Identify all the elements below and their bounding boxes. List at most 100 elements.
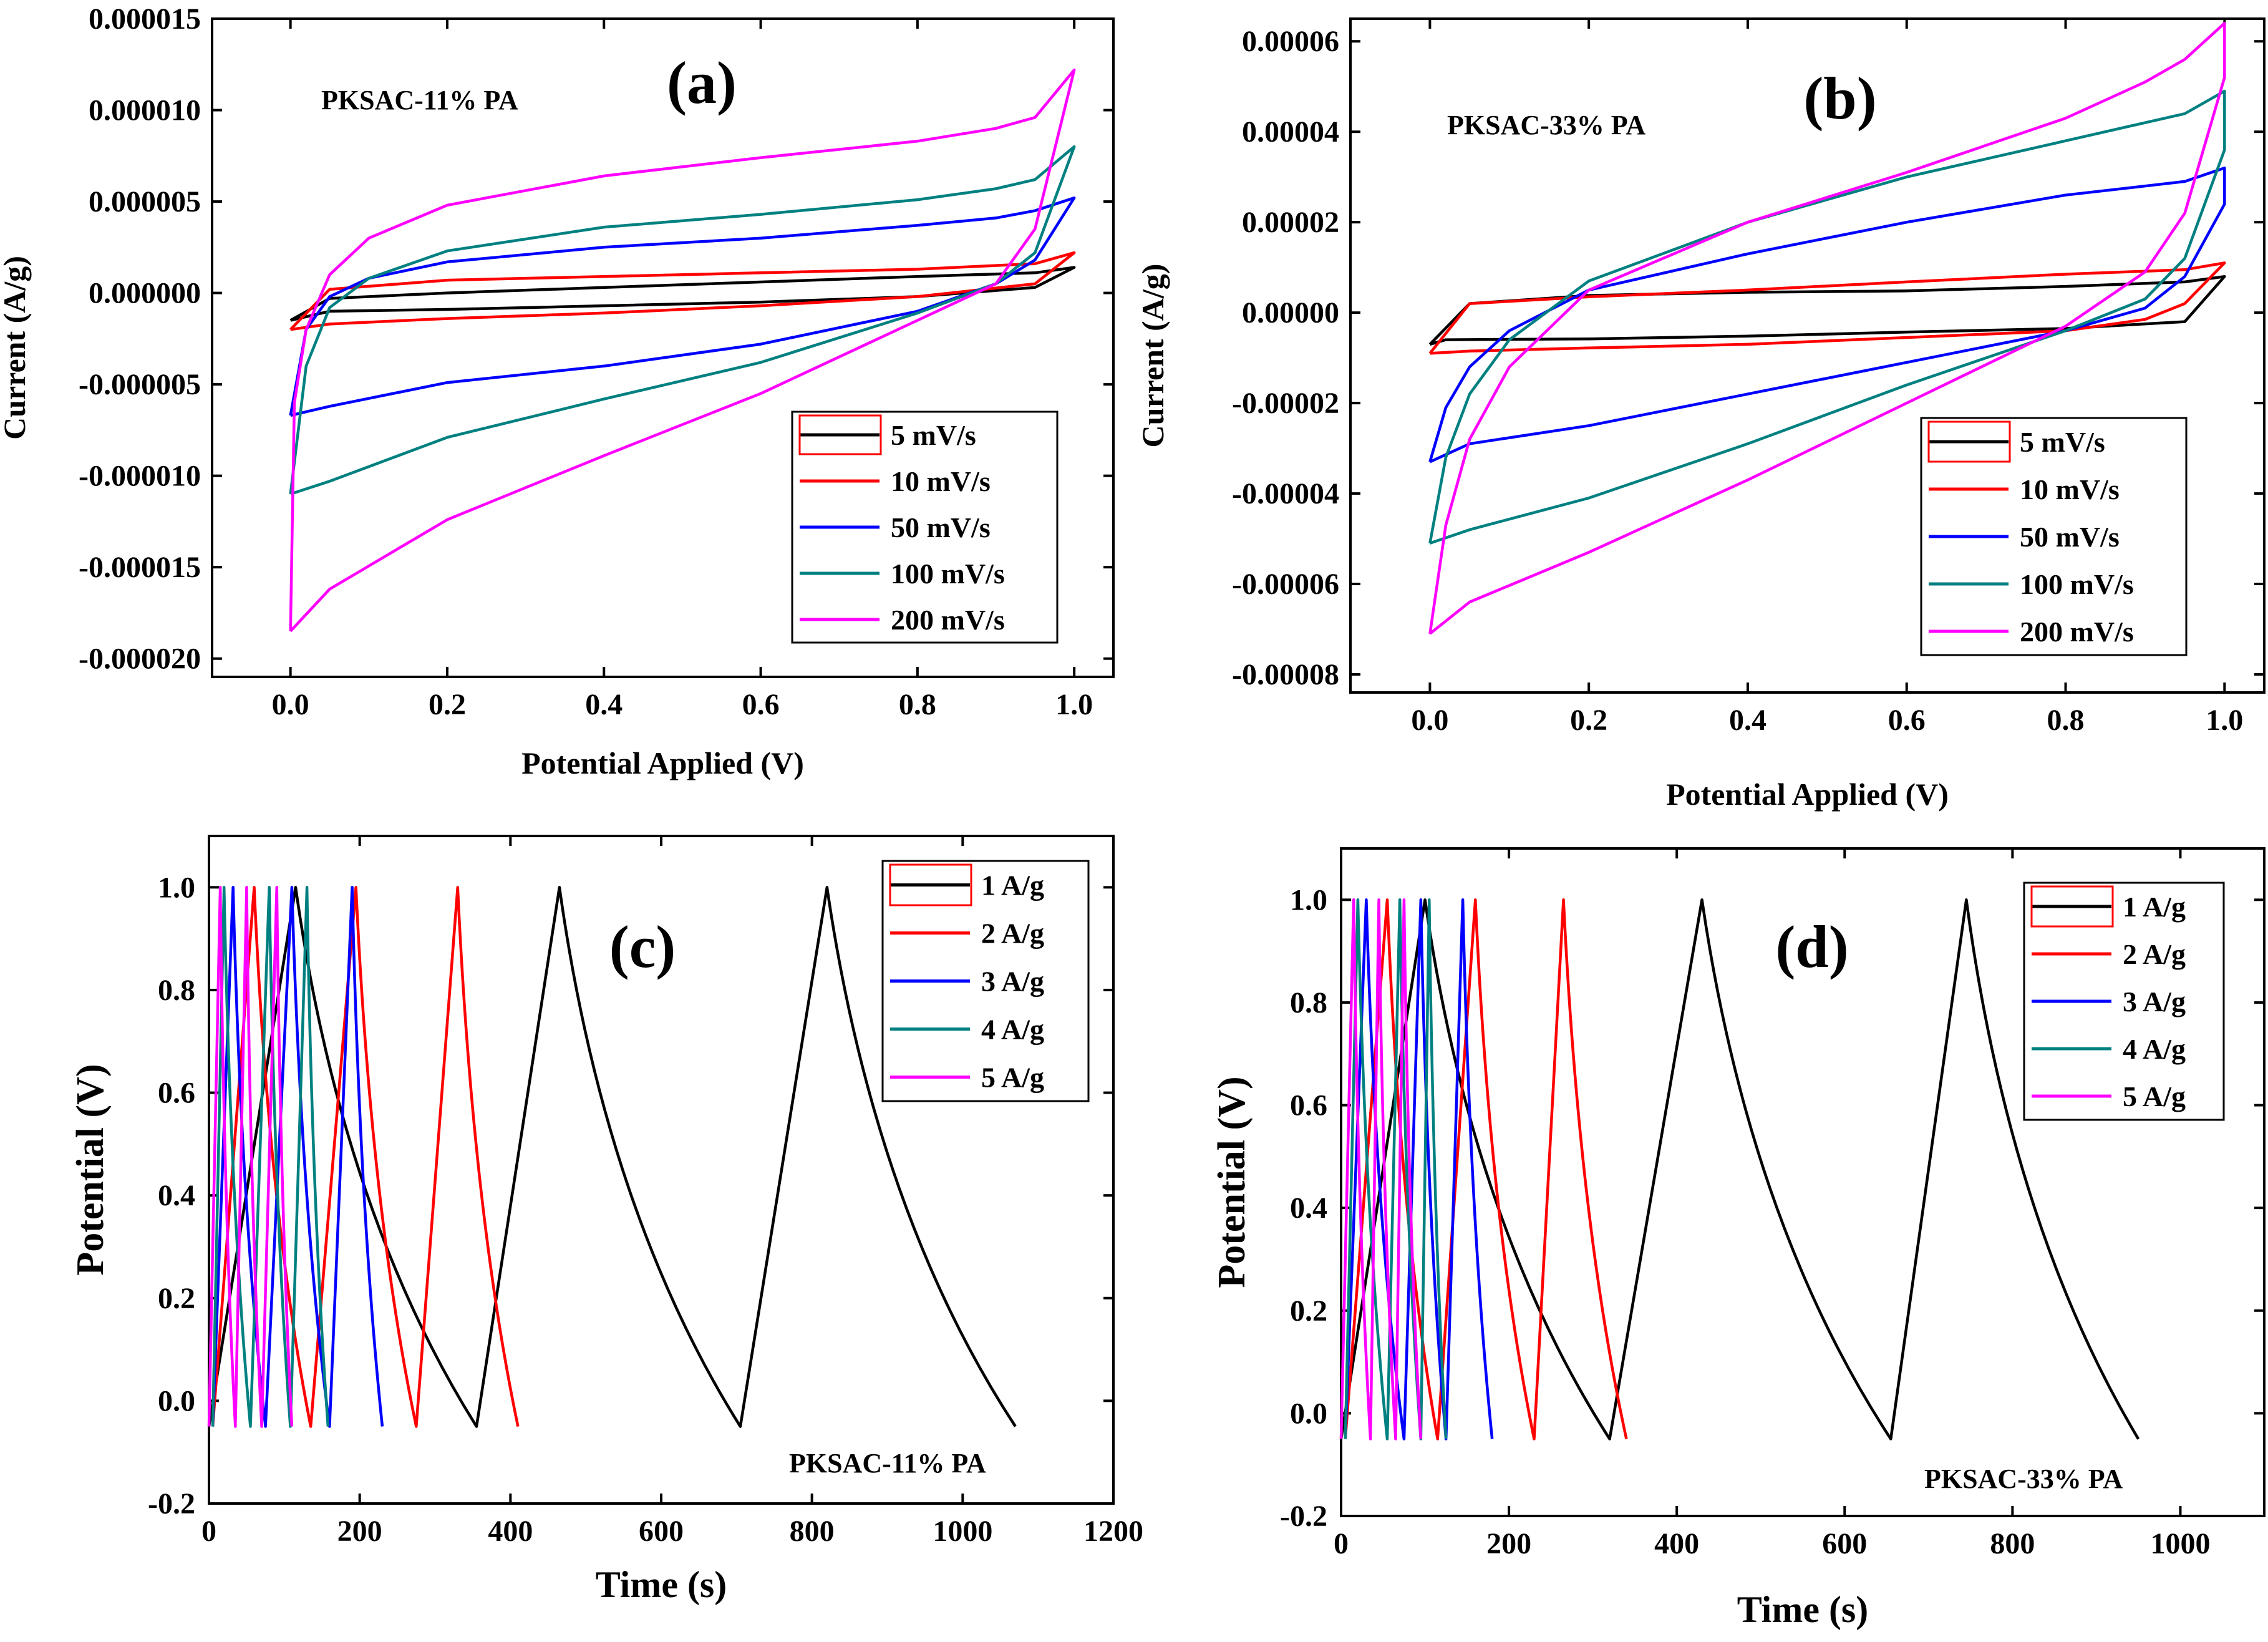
x-tick-label: 1.0 <box>1055 688 1093 721</box>
x-tick-label: 1200 <box>1083 1515 1143 1548</box>
y-tick-label: 0.000010 <box>89 94 201 127</box>
y-tick-label: 0.2 <box>1290 1295 1327 1328</box>
y-tick-label: -0.2 <box>148 1487 195 1520</box>
series-line-100-mv-s <box>289 145 1076 496</box>
series-line-3-a-g <box>211 886 384 1428</box>
x-tick-label: 0 <box>201 1515 216 1548</box>
series-line-200-mv-s <box>289 68 1076 633</box>
x-tick-label: 200 <box>1486 1527 1531 1560</box>
y-tick-label: 0.8 <box>158 974 195 1007</box>
plot-area-frame <box>1349 17 2266 694</box>
panel-label: (d) <box>1775 913 1848 980</box>
x-axis-label: Potential Applied (V) <box>1666 777 1949 812</box>
series-line-2-a-g <box>211 886 520 1428</box>
legend-entry-label: 50 mV/s <box>2020 521 2120 553</box>
x-tick-label: 0.0 <box>1411 704 1448 737</box>
y-tick-label: 0.4 <box>158 1179 195 1212</box>
series-line-10-mv-s <box>1428 261 2226 355</box>
legend-entry-label: 3 A/g <box>981 966 1044 998</box>
x-axis-label: Time (s) <box>1737 1589 1869 1630</box>
x-tick-label: 800 <box>1990 1527 2035 1560</box>
legend-entry-label: 5 A/g <box>981 1062 1044 1094</box>
plot-area-frame <box>211 17 1115 678</box>
sample-annotation: PKSAC-11% PA <box>789 1448 986 1479</box>
legend-swatch-outline <box>1927 420 2011 463</box>
y-tick-label: 0.00000 <box>1242 296 1339 329</box>
y-tick-label: -0.000015 <box>79 551 201 584</box>
series-line-5-mv-s <box>289 266 1076 322</box>
legend-entry-label: 200 mV/s <box>2020 616 2134 648</box>
y-tick-label: 0.8 <box>1290 986 1327 1019</box>
chart-panel-c: 0 200 400 600 800 1000 1200 -0.2 0.0 0.2 0.4 0.6 0.8… <box>69 835 1143 1605</box>
series-line-10-mv-s <box>289 251 1076 331</box>
series-line-200-mv-s <box>1428 21 2226 635</box>
series-line-1-a-g <box>207 886 1017 1428</box>
y-tick-label: 0.000015 <box>89 2 201 36</box>
series-line-1-a-g <box>1339 898 2140 1440</box>
x-tick-label: 0 <box>1334 1527 1349 1560</box>
x-tick-label: 600 <box>1822 1527 1867 1560</box>
legend: 1 A/g 2 A/g 3 A/g 4 A/g 5 A/g <box>2023 882 2225 1121</box>
x-tick-label: 1.0 <box>2206 704 2243 737</box>
legend-entry-label: 100 mV/s <box>891 558 1005 590</box>
y-tick-label: 0.000000 <box>89 277 201 310</box>
x-tick-label: 0.4 <box>585 688 623 721</box>
legend-entry-label: 1 A/g <box>2123 891 2186 923</box>
chart-panel-a: 0.0 0.2 0.4 0.6 0.8 1.0 0.000015 0.000010 0.0000… <box>0 2 1115 780</box>
x-tick-label: 0.6 <box>1888 704 1926 737</box>
y-tick-label: 0.4 <box>1290 1192 1327 1225</box>
y-axis-label: Potential (V) <box>1211 1076 1253 1288</box>
y-tick-label: -0.000005 <box>79 368 201 401</box>
x-tick-label: 1000 <box>2150 1527 2210 1560</box>
y-tick-label: -0.00004 <box>1232 477 1339 510</box>
legend-entry-label: 4 A/g <box>2123 1033 2186 1065</box>
series-line-3-a-g <box>1344 898 1494 1440</box>
y-tick-label: 0.00006 <box>1242 25 1339 58</box>
y-tick-label: -0.000010 <box>79 460 201 493</box>
legend-entry-label: 2 A/g <box>2123 938 2186 970</box>
panel-label: (b) <box>1803 65 1876 132</box>
x-tick-label: 200 <box>337 1515 382 1548</box>
chart-panel-d: 0 200 400 600 800 1000 -0.2 0.0 0.2 0.4 0.6 0.8 1.0 (… <box>1211 847 2266 1630</box>
legend-entry-label: 5 mV/s <box>891 419 976 451</box>
x-axis-label: Time (s) <box>596 1564 727 1605</box>
series-line-2-a-g <box>1344 898 1628 1440</box>
y-tick-label: -0.00006 <box>1232 568 1339 601</box>
x-tick-label: 0.4 <box>1729 704 1766 737</box>
sample-annotation: PKSAC-11% PA <box>321 85 518 115</box>
series-line-50-mv-s <box>1428 166 2226 464</box>
sample-annotation: PKSAC-33% PA <box>1447 110 1645 140</box>
y-tick-label: 0.00004 <box>1242 115 1339 148</box>
x-tick-label: 0.2 <box>429 688 466 721</box>
legend-entry-label: 100 mV/s <box>2020 568 2134 600</box>
series-line-4-a-g <box>211 886 330 1428</box>
legend-entry-label: 50 mV/s <box>891 512 991 543</box>
legend-swatch-outline <box>2030 885 2114 928</box>
y-tick-label: -0.00008 <box>1232 658 1339 691</box>
legend-entry-label: 4 A/g <box>981 1014 1044 1046</box>
series-line-5-a-g <box>1339 898 1423 1440</box>
y-tick-label: -0.00002 <box>1232 387 1339 420</box>
legend-entry-label: 10 mV/s <box>2020 474 2120 505</box>
x-tick-label: 800 <box>790 1515 835 1548</box>
x-axis-label: Potential Applied (V) <box>521 746 804 780</box>
y-tick-label: 1.0 <box>1290 883 1327 916</box>
series-line-5-a-g <box>207 886 294 1428</box>
legend-entry-label: 1 A/g <box>981 870 1044 901</box>
y-axis-label: Potential (V) <box>69 1064 112 1275</box>
y-tick-label: 0.0 <box>1290 1397 1327 1430</box>
series-line-4-a-g <box>1344 898 1448 1440</box>
legend-entry-label: 5 A/g <box>2123 1081 2186 1112</box>
legend: 5 mV/s 10 mV/s 50 mV/s 100 mV/s 200 mV/s <box>791 410 1059 644</box>
y-tick-label: 1.0 <box>158 871 195 904</box>
legend-swatch-outline <box>798 414 882 455</box>
legend-entry-label: 3 A/g <box>2123 986 2186 1018</box>
legend-swatch-outline <box>889 863 972 906</box>
y-axis-label: Current (A/g) <box>0 256 32 440</box>
plot-area-frame <box>1340 847 2266 1517</box>
y-tick-label: 0.6 <box>1290 1089 1327 1122</box>
x-tick-label: 0.2 <box>1570 704 1607 737</box>
x-tick-label: 600 <box>639 1515 684 1548</box>
y-axis-label: Current (A/g) <box>1135 264 1170 448</box>
x-tick-label: 0.6 <box>742 688 780 721</box>
